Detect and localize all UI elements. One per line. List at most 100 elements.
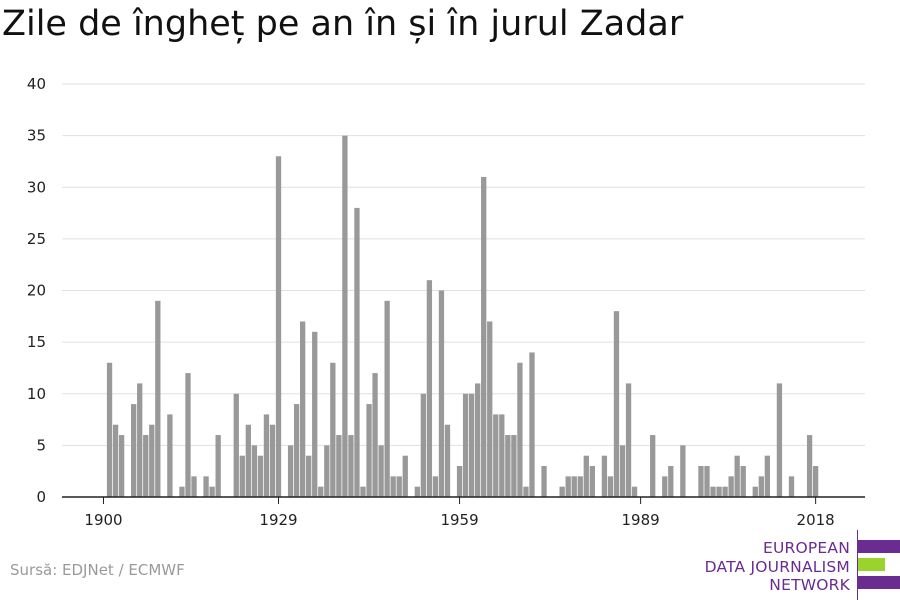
bar bbox=[529, 352, 535, 497]
bar bbox=[511, 435, 517, 497]
bar bbox=[209, 486, 215, 497]
y-tick-label: 15 bbox=[27, 333, 46, 351]
bar bbox=[716, 486, 722, 497]
bar bbox=[300, 321, 306, 497]
bar bbox=[167, 414, 173, 497]
bar bbox=[698, 466, 704, 497]
bar bbox=[293, 404, 300, 497]
bars bbox=[106, 135, 819, 498]
bar bbox=[263, 414, 270, 497]
logo-text-data-journalism: DATA JOURNALISM bbox=[704, 558, 850, 576]
bar bbox=[324, 445, 330, 497]
bar bbox=[517, 362, 523, 497]
bar bbox=[668, 466, 674, 497]
bar bbox=[475, 383, 481, 497]
bar bbox=[432, 476, 439, 497]
bar bbox=[776, 383, 783, 497]
bar bbox=[402, 455, 408, 497]
bar bbox=[740, 466, 746, 497]
bar bbox=[481, 176, 487, 498]
bar bbox=[257, 455, 264, 497]
bar bbox=[764, 455, 770, 497]
bar bbox=[269, 424, 276, 497]
bar bbox=[233, 393, 239, 497]
y-tick-label: 20 bbox=[27, 282, 46, 300]
bar bbox=[378, 445, 384, 497]
bar bbox=[601, 455, 608, 497]
bar bbox=[372, 373, 378, 497]
bar bbox=[806, 435, 813, 497]
bar bbox=[462, 393, 469, 497]
bar bbox=[112, 424, 119, 497]
bar bbox=[493, 414, 499, 497]
bar bbox=[137, 383, 143, 497]
bar bbox=[143, 435, 149, 497]
x-tick-label: 1959 bbox=[440, 511, 478, 529]
bar bbox=[414, 486, 420, 497]
bar bbox=[583, 455, 589, 497]
logo-bar-bottom bbox=[858, 576, 900, 589]
bar bbox=[728, 476, 734, 497]
logo-text-european: EUROPEAN bbox=[762, 539, 850, 557]
bar bbox=[499, 414, 505, 497]
x-tick-label: 2018 bbox=[797, 511, 835, 529]
bar bbox=[456, 466, 463, 497]
bar bbox=[287, 445, 294, 497]
bar bbox=[650, 435, 656, 497]
x-tick-label: 1900 bbox=[84, 511, 122, 529]
bar bbox=[275, 156, 282, 497]
bar bbox=[149, 424, 155, 497]
bar bbox=[704, 466, 710, 497]
bar bbox=[559, 486, 565, 497]
bar bbox=[185, 373, 191, 497]
bar bbox=[131, 404, 137, 497]
bar bbox=[444, 424, 451, 497]
bar bbox=[812, 466, 819, 497]
bar bbox=[571, 476, 577, 497]
bar bbox=[203, 476, 209, 497]
bar bbox=[631, 486, 638, 497]
bar bbox=[541, 466, 547, 497]
bar bbox=[523, 486, 529, 497]
bar bbox=[245, 424, 251, 497]
bar bbox=[106, 362, 113, 497]
bar bbox=[710, 486, 716, 497]
y-tick-label: 35 bbox=[27, 127, 46, 145]
bar bbox=[336, 435, 342, 497]
logo-bar-top bbox=[858, 540, 900, 553]
x-tick-label: 1989 bbox=[622, 511, 660, 529]
y-tick-label: 10 bbox=[27, 385, 46, 403]
bar bbox=[330, 362, 336, 497]
bar bbox=[366, 404, 372, 497]
bar bbox=[589, 466, 595, 497]
y-tick-label: 40 bbox=[27, 75, 46, 93]
bar bbox=[468, 393, 475, 497]
bar bbox=[396, 476, 402, 497]
axes: 0 5 10 15 20 25 30 35 40 1900 1929 1959 1989 2018 bbox=[27, 75, 865, 529]
bar bbox=[239, 455, 245, 497]
x-tick-label: 1929 bbox=[259, 511, 297, 529]
bar bbox=[384, 300, 390, 497]
bar bbox=[342, 135, 348, 497]
bar bbox=[680, 445, 686, 497]
bar bbox=[191, 476, 197, 497]
bar bbox=[390, 476, 396, 497]
bar bbox=[306, 455, 312, 497]
y-tick-label: 0 bbox=[36, 488, 46, 506]
bar bbox=[420, 393, 427, 497]
bar bbox=[722, 486, 728, 497]
bar bbox=[354, 207, 360, 497]
bar bbox=[662, 476, 668, 497]
grid-lines bbox=[62, 83, 865, 446]
bar bbox=[625, 383, 632, 497]
edjnet-logo: EUROPEAN DATA JOURNALISM NETWORK bbox=[700, 530, 900, 600]
y-tick-label: 30 bbox=[27, 178, 46, 196]
y-tick-label: 25 bbox=[27, 230, 46, 248]
bar bbox=[734, 455, 740, 497]
bar bbox=[251, 445, 258, 497]
bar bbox=[487, 321, 493, 497]
logo-text-network: NETWORK bbox=[769, 576, 850, 594]
bar bbox=[438, 290, 445, 497]
logo-bar-middle bbox=[858, 558, 885, 571]
